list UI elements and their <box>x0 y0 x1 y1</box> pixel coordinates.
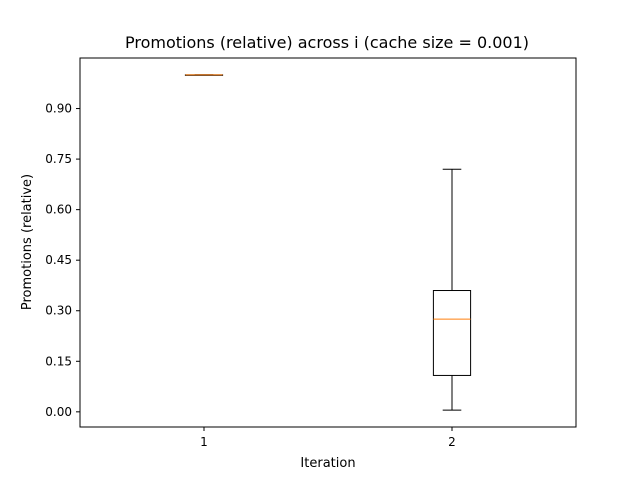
y-tick-label: 0.75 <box>45 152 72 166</box>
plot-area-frame <box>79 57 577 428</box>
chart-title: Promotions (relative) across i (cache si… <box>125 33 529 52</box>
y-tick-label: 0.60 <box>45 203 72 217</box>
y-tick-label: 0.90 <box>45 102 72 116</box>
y-tick-label: 0.15 <box>45 354 72 368</box>
y-tick-label: 0.30 <box>45 304 72 318</box>
box-2 <box>432 168 472 411</box>
x-axis-label: Iteration <box>300 456 355 471</box>
x-tick-label: 2 <box>448 435 456 449</box>
box-iqr <box>432 290 472 376</box>
y-axis-label: Promotions (relative) <box>20 174 35 310</box>
x-tick-label: 1 <box>200 435 208 449</box>
y-axis: 0.00 0.15 0.30 0.45 0.60 0.75 0.90 <box>45 102 80 419</box>
box-series <box>184 74 472 411</box>
box-1 <box>184 74 224 76</box>
y-tick-label: 0.45 <box>45 253 72 267</box>
y-tick-label: 0.00 <box>45 405 72 419</box>
